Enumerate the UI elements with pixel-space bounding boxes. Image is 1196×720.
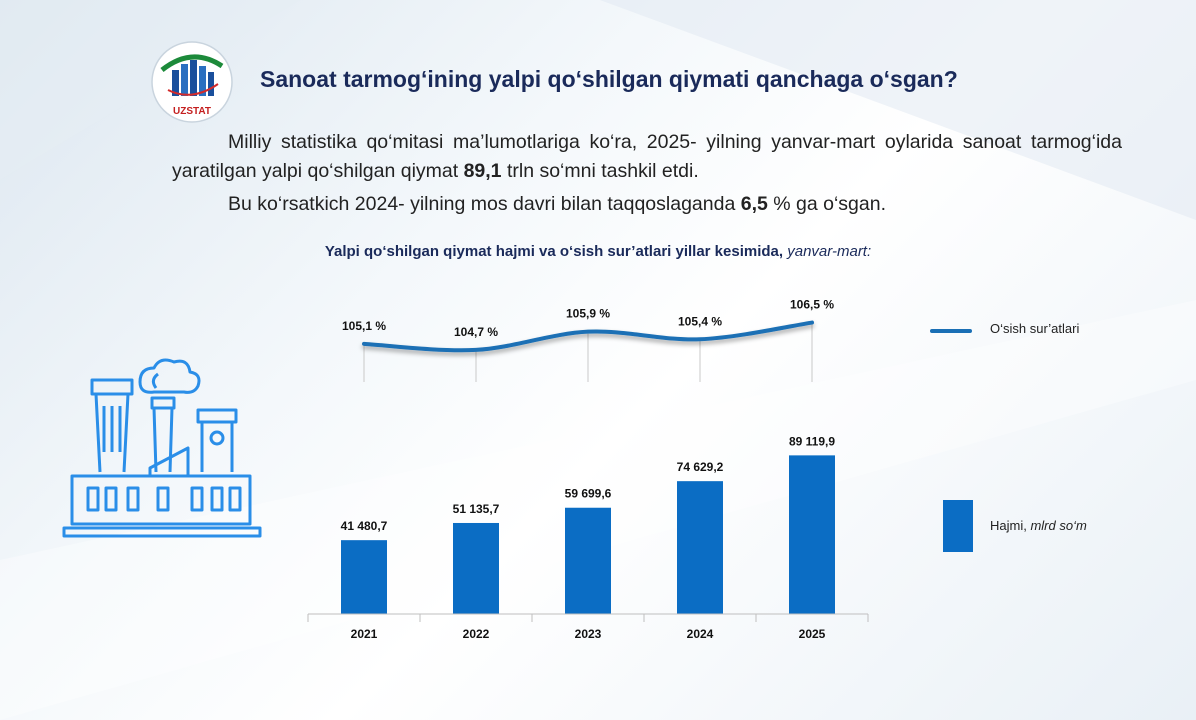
growth-line (362, 320, 814, 353)
line-value-label: 104,7 % (454, 325, 498, 339)
growth-value: 6,5 (740, 193, 768, 215)
uzstat-logo: UZSTAT (151, 41, 233, 123)
logo-text: UZSTAT (173, 106, 211, 117)
intro-paragraph: Milliy statistika qo‘mitasi ma’lumotlari… (172, 128, 1122, 186)
intro-value: 89,1 (463, 160, 502, 182)
line-value-label: 105,9 % (566, 307, 610, 321)
growth-text-after: % ga o‘sgan. (767, 193, 886, 215)
x-tick-label: 2023 (575, 627, 602, 641)
legend-line-label: O‘sish sur’atlari (990, 321, 1080, 336)
factory-icon (62, 358, 262, 538)
bar-2024 (677, 481, 723, 614)
line-value-label: 105,4 % (678, 314, 722, 328)
bar-value-label: 59 699,6 (565, 487, 612, 501)
bar-2022 (453, 522, 499, 614)
bar-value-label: 74 629,2 (677, 460, 724, 474)
legend-bar-unit: mlrd so‘m (1026, 518, 1087, 533)
legend-bar-label: Hajmi, mlrd so‘m (990, 518, 1087, 533)
chart-title-main: Yalpi qo‘shilgan qiymat hajmi va o‘sish … (324, 243, 784, 260)
bar-2021 (341, 540, 387, 614)
intro-text-after: trln so‘mni tashkil etdi. (501, 160, 699, 182)
growth-paragraph: Bu ko‘rsatkich 2024- yilning mos davri b… (228, 190, 1128, 219)
x-tick-label: 2025 (799, 627, 826, 641)
bar-2025 (789, 455, 835, 614)
x-tick-label: 2021 (351, 627, 378, 641)
legend-line-swatch (930, 329, 972, 333)
growth-text-before: Bu ko‘rsatkich 2024- yilning mos davri b… (228, 193, 741, 215)
x-tick-label: 2022 (463, 627, 490, 641)
bar-value-label: 89 119,9 (789, 434, 835, 448)
bar-value-label: 51 135,7 (453, 502, 500, 516)
line-value-label: 105,1 % (342, 319, 386, 333)
x-tick-label: 2024 (687, 627, 714, 641)
page-title: Sanoat tarmog‘ining yalpi qo‘shilgan qiy… (260, 66, 958, 92)
legend-bar-swatch (943, 500, 973, 552)
bar-2023 (565, 507, 611, 614)
line-value-label: 106,5 % (790, 298, 834, 312)
intro-text-before: Milliy statistika qo‘mitasi ma’lumotlari… (172, 131, 1122, 182)
legend-bar-label-main: Hajmi, (990, 518, 1027, 533)
chart-title-period: yanvar-mart: (783, 243, 872, 260)
chart-title: Yalpi qo‘shilgan qiymat hajmi va o‘sish … (0, 243, 1196, 260)
bar-value-label: 41 480,7 (341, 519, 388, 533)
